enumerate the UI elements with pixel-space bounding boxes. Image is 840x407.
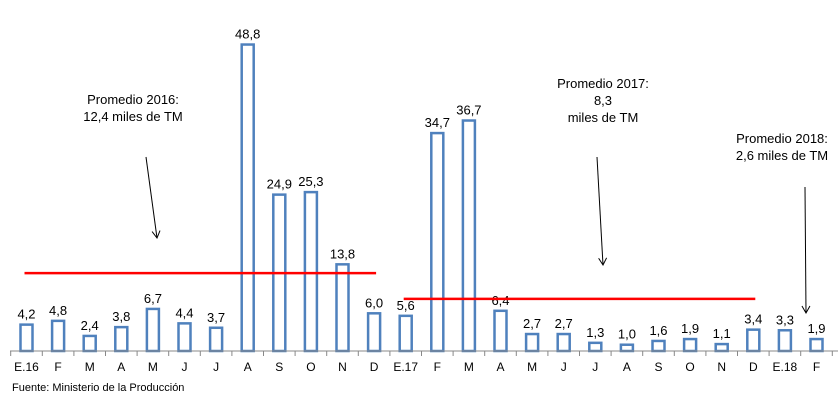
arrowhead-icon [801, 305, 811, 315]
x-tick-label: J [182, 360, 188, 374]
bar [682, 337, 698, 353]
data-label: 25,3 [298, 174, 323, 189]
bar [240, 43, 255, 353]
data-label: 3,4 [744, 312, 762, 327]
bar [303, 190, 319, 353]
data-label: 1,9 [807, 321, 825, 336]
data-label: 3,3 [776, 312, 794, 327]
x-tick-label: M [527, 360, 537, 374]
bar-chart: 4,2 4,8 2,4 3,8 6,7 4,4 3,7 48,8 24,9 25,3 13,8 6,0… [10, 27, 838, 374]
x-tick-label: N [338, 360, 347, 374]
average-lines [24, 271, 756, 301]
x-tick-label: E.16 [14, 360, 39, 374]
bar [588, 341, 603, 353]
data-label: 3,8 [112, 309, 130, 324]
x-tick-label: J [592, 360, 598, 374]
data-label: 1,6 [649, 323, 667, 338]
x-tick-label: A [117, 360, 125, 374]
bar [208, 326, 224, 353]
data-label: 6,0 [365, 295, 383, 310]
average-annotation-text: 2,6 miles de TM [736, 148, 828, 163]
data-label: 34,7 [425, 115, 450, 130]
data-label: 5,6 [397, 298, 415, 313]
data-label: 36,7 [456, 103, 481, 118]
x-tick-label: F [813, 360, 820, 374]
bar [114, 325, 129, 353]
bar [145, 307, 161, 353]
data-label: 1,0 [618, 327, 636, 342]
x-tick-label: J [213, 360, 219, 374]
bar [461, 119, 477, 353]
x-tick-label: A [496, 360, 504, 374]
x-tick-label: F [54, 360, 61, 374]
data-label: 4,2 [17, 307, 35, 322]
x-tick-label: S [275, 360, 283, 374]
data-label: 2,7 [523, 316, 541, 331]
bar [524, 332, 540, 353]
x-tick-label: E.18 [773, 360, 798, 374]
data-label: 24,9 [267, 177, 292, 192]
bar [493, 309, 508, 353]
x-tick-label: O [306, 360, 315, 374]
bar [714, 342, 729, 353]
data-label: 4,8 [49, 303, 67, 318]
bar [50, 319, 66, 353]
bar [82, 334, 97, 353]
x-tick-label: D [370, 360, 379, 374]
average-annotation-text: miles de TM [568, 110, 639, 125]
x-tick-label: M [85, 360, 95, 374]
data-label: 6,4 [491, 293, 509, 308]
average-annotation-text: Promedio 2016: [87, 92, 179, 107]
x-tick-label: A [244, 360, 252, 374]
bar [335, 263, 350, 353]
arrowhead-icon [598, 257, 608, 267]
x-tick-label: N [717, 360, 726, 374]
bar [430, 131, 445, 353]
arrowhead-icon [151, 230, 161, 239]
annotation-arrow [596, 156, 604, 266]
x-tick-label: S [654, 360, 662, 374]
data-label: 48,8 [235, 27, 260, 42]
data-label: 13,8 [330, 246, 355, 261]
average-annotation-text: 8,3 [594, 93, 612, 108]
bar [556, 332, 571, 353]
bar [619, 343, 635, 353]
bar [809, 337, 824, 353]
x-tick-label: O [685, 360, 694, 374]
data-label: 2,4 [81, 318, 99, 333]
data-label: 1,1 [713, 326, 731, 341]
data-label: 6,7 [144, 291, 162, 306]
data-label: 2,7 [555, 316, 573, 331]
data-label: 3,7 [207, 310, 225, 325]
bar [746, 328, 761, 353]
data-label: 1,3 [586, 325, 604, 340]
annotations: Promedio 2016: 12,4 miles de TM Promedio 2… [83, 76, 828, 315]
data-label: 1,9 [681, 321, 699, 336]
bar [177, 322, 192, 353]
data-label: 4,4 [175, 305, 193, 320]
bar [398, 314, 413, 353]
average-annotation-text: Promedio 2018: [736, 131, 828, 146]
average-annotation-text: 12,4 miles de TM [83, 109, 182, 124]
source-note: Fuente: Ministerio de la Producción [12, 382, 185, 394]
x-tick-label: J [561, 360, 567, 374]
annotation-arrow [145, 156, 158, 239]
x-tick-label: F [434, 360, 441, 374]
bars-group: 4,2 4,8 2,4 3,8 6,7 4,4 3,7 48,8 24,9 25,3 13,8 6,0… [17, 27, 826, 353]
x-axis: E.16 F M A M J J A S O N D E.17 F M A M J J A S O N D E.18 F [10, 350, 838, 374]
bar [777, 329, 793, 353]
annotation-arrow [804, 186, 807, 314]
x-tick-label: M [148, 360, 158, 374]
average-annotation-text: Promedio 2017: [557, 76, 649, 91]
x-tick-label: M [464, 360, 474, 374]
x-tick-label: D [749, 360, 758, 374]
bar [651, 339, 666, 353]
x-tick-label: A [623, 360, 631, 374]
x-tick-label: E.17 [393, 360, 418, 374]
bar [19, 323, 34, 353]
bar [366, 312, 382, 353]
